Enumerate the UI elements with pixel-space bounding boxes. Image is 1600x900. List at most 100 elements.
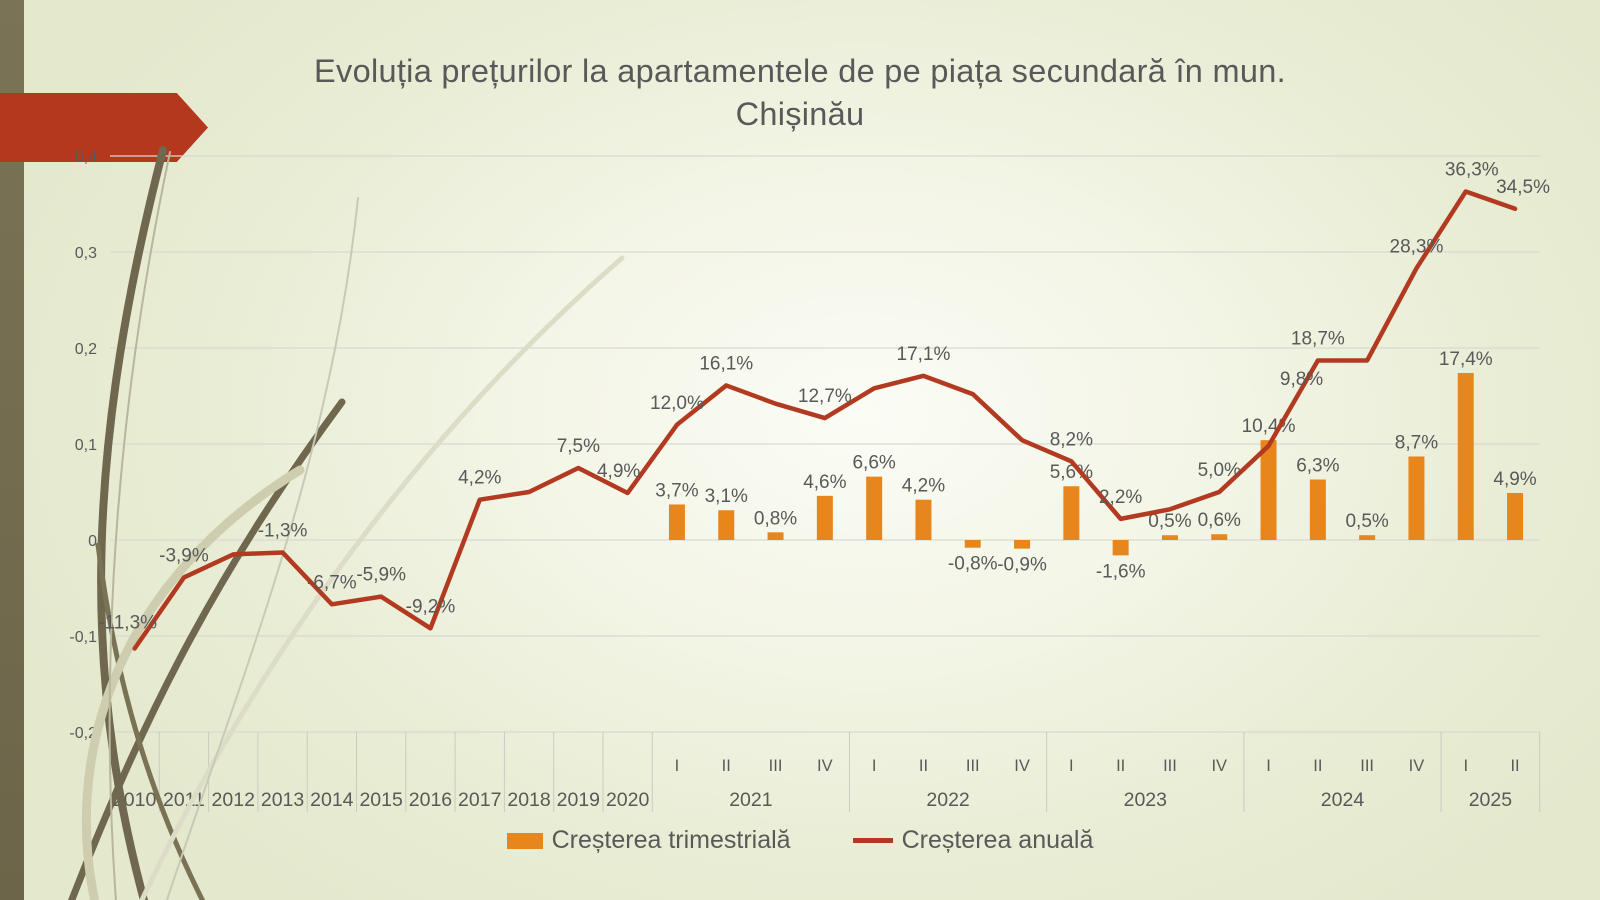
bar-label: 0,8% — [754, 508, 797, 529]
y-tick-label: 0,3 — [75, 245, 97, 262]
grid: 0,4 0,3 0,2 0,1 0 -0,1 -0,2 — [69, 149, 1540, 742]
line-label: -5,9% — [356, 565, 406, 586]
line-label: 12,0% — [650, 393, 704, 414]
line-label: 28,3% — [1390, 236, 1444, 257]
bar — [1063, 486, 1080, 540]
bar — [1359, 535, 1376, 540]
quarter-label: I — [675, 757, 680, 775]
bar-label: 3,7% — [655, 480, 698, 501]
bar-label: -0,8% — [948, 554, 998, 575]
y-tick-label: -0,2 — [69, 725, 97, 742]
bar — [816, 495, 833, 540]
annual-line — [132, 189, 1518, 651]
line-label: 2,2% — [1099, 487, 1142, 508]
y-tick-label: 0,2 — [75, 341, 97, 358]
line-label: 4,9% — [597, 461, 640, 482]
quarter-label: III — [769, 757, 783, 775]
y-tick-label: -0,1 — [69, 629, 97, 646]
bar-label: -1,6% — [1096, 561, 1146, 582]
quarter-label: I — [1266, 757, 1271, 775]
line-label: -6,7% — [307, 572, 357, 593]
x-axis: 2010 2011 2012 2013 2014 2015 2016 2017 2018 2019… — [109, 732, 1541, 812]
bar-label: 5,6% — [1050, 462, 1093, 483]
bar — [1309, 479, 1326, 540]
bar — [1457, 372, 1474, 540]
line-label: 8,2% — [1050, 429, 1093, 450]
bar-swatch-icon — [506, 832, 543, 849]
y-tick-label: 0,1 — [75, 437, 97, 454]
line-label: -9,2% — [406, 596, 456, 617]
bar — [1211, 534, 1228, 540]
deco-curve — [95, 542, 206, 900]
year-label: 2016 — [409, 789, 452, 811]
bar-label: 0,5% — [1345, 511, 1388, 532]
group-year-label: 2022 — [926, 789, 969, 811]
line-label: 7,5% — [557, 436, 600, 457]
decorative-curves — [68, 146, 625, 900]
quarter-label: I — [872, 757, 877, 775]
bar — [718, 510, 735, 540]
line-label: -1,3% — [258, 520, 308, 541]
bar-label: 6,6% — [852, 453, 895, 474]
bar-label: 17,4% — [1439, 349, 1493, 370]
line-label: 18,7% — [1291, 328, 1345, 349]
quarter-label: II — [919, 757, 928, 775]
bar — [1161, 535, 1178, 540]
line-swatch-icon — [852, 838, 893, 843]
quarter-label: I — [1463, 757, 1468, 775]
bar — [767, 532, 784, 540]
year-label: 2020 — [606, 789, 650, 811]
quarter-label: IV — [1014, 757, 1030, 775]
bar-label: 4,6% — [803, 472, 846, 493]
bar — [1260, 440, 1277, 540]
quarter-label: IV — [1211, 757, 1227, 775]
bar — [866, 476, 883, 540]
year-label: 2013 — [261, 789, 304, 811]
legend: Creșterea trimestrială Creșterea anuală — [0, 826, 1600, 855]
line-label: 5,0% — [1198, 460, 1241, 481]
year-label: 2012 — [212, 789, 255, 811]
line-label: 12,7% — [798, 386, 852, 407]
chart-title: Evoluția prețurilor la apartamentele de … — [0, 50, 1600, 136]
bar-label: 4,2% — [902, 476, 945, 497]
bar-label: -0,9% — [997, 555, 1047, 576]
year-label: 2017 — [458, 789, 501, 811]
quarter-label: IV — [817, 757, 833, 775]
bar — [915, 499, 932, 540]
deco-curve — [108, 151, 171, 900]
quarter-label: I — [1069, 757, 1074, 775]
legend-label-annual: Creșterea anuală — [901, 826, 1094, 854]
quarter-label: II — [1510, 757, 1519, 775]
bar-label: 10,4% — [1242, 416, 1296, 437]
line-label: -3,9% — [159, 545, 209, 566]
bar-label: 4,9% — [1493, 469, 1536, 490]
bar — [1112, 540, 1129, 556]
line-label: 16,1% — [699, 353, 753, 374]
chart-title-line2: Chișinău — [735, 96, 865, 132]
chart-title-line1: Evoluția prețurilor la apartamentele de … — [314, 53, 1286, 89]
line-label: 17,1% — [897, 344, 951, 365]
quarter-label: II — [1116, 757, 1125, 775]
bars-quarterly: 3,7% 3,1% 0,8% 4,6% 6,6% 4,2% -0,8% -0,9% 5,6% -1… — [655, 349, 1537, 582]
line-label: -11,3% — [98, 612, 157, 633]
deco-curve — [81, 465, 305, 900]
bar — [668, 504, 685, 540]
group-year-label: 2024 — [1321, 789, 1365, 811]
bar — [1507, 492, 1524, 540]
quarter-label: II — [1313, 757, 1322, 775]
bar — [1014, 540, 1031, 549]
group-year-label: 2021 — [729, 789, 772, 811]
bar — [1408, 456, 1425, 540]
red-arrow-banner — [0, 93, 208, 162]
y-tick-label: 0 — [88, 533, 97, 550]
line-label: 36,3% — [1445, 160, 1499, 181]
deco-curve — [165, 197, 359, 900]
deco-curve — [139, 255, 625, 900]
year-label: 2014 — [310, 789, 354, 811]
quarter-label: III — [966, 757, 980, 775]
legend-item-annual: Creșterea anuală — [852, 826, 1094, 855]
year-label: 2015 — [359, 789, 403, 811]
group-year-label: 2023 — [1124, 789, 1167, 811]
